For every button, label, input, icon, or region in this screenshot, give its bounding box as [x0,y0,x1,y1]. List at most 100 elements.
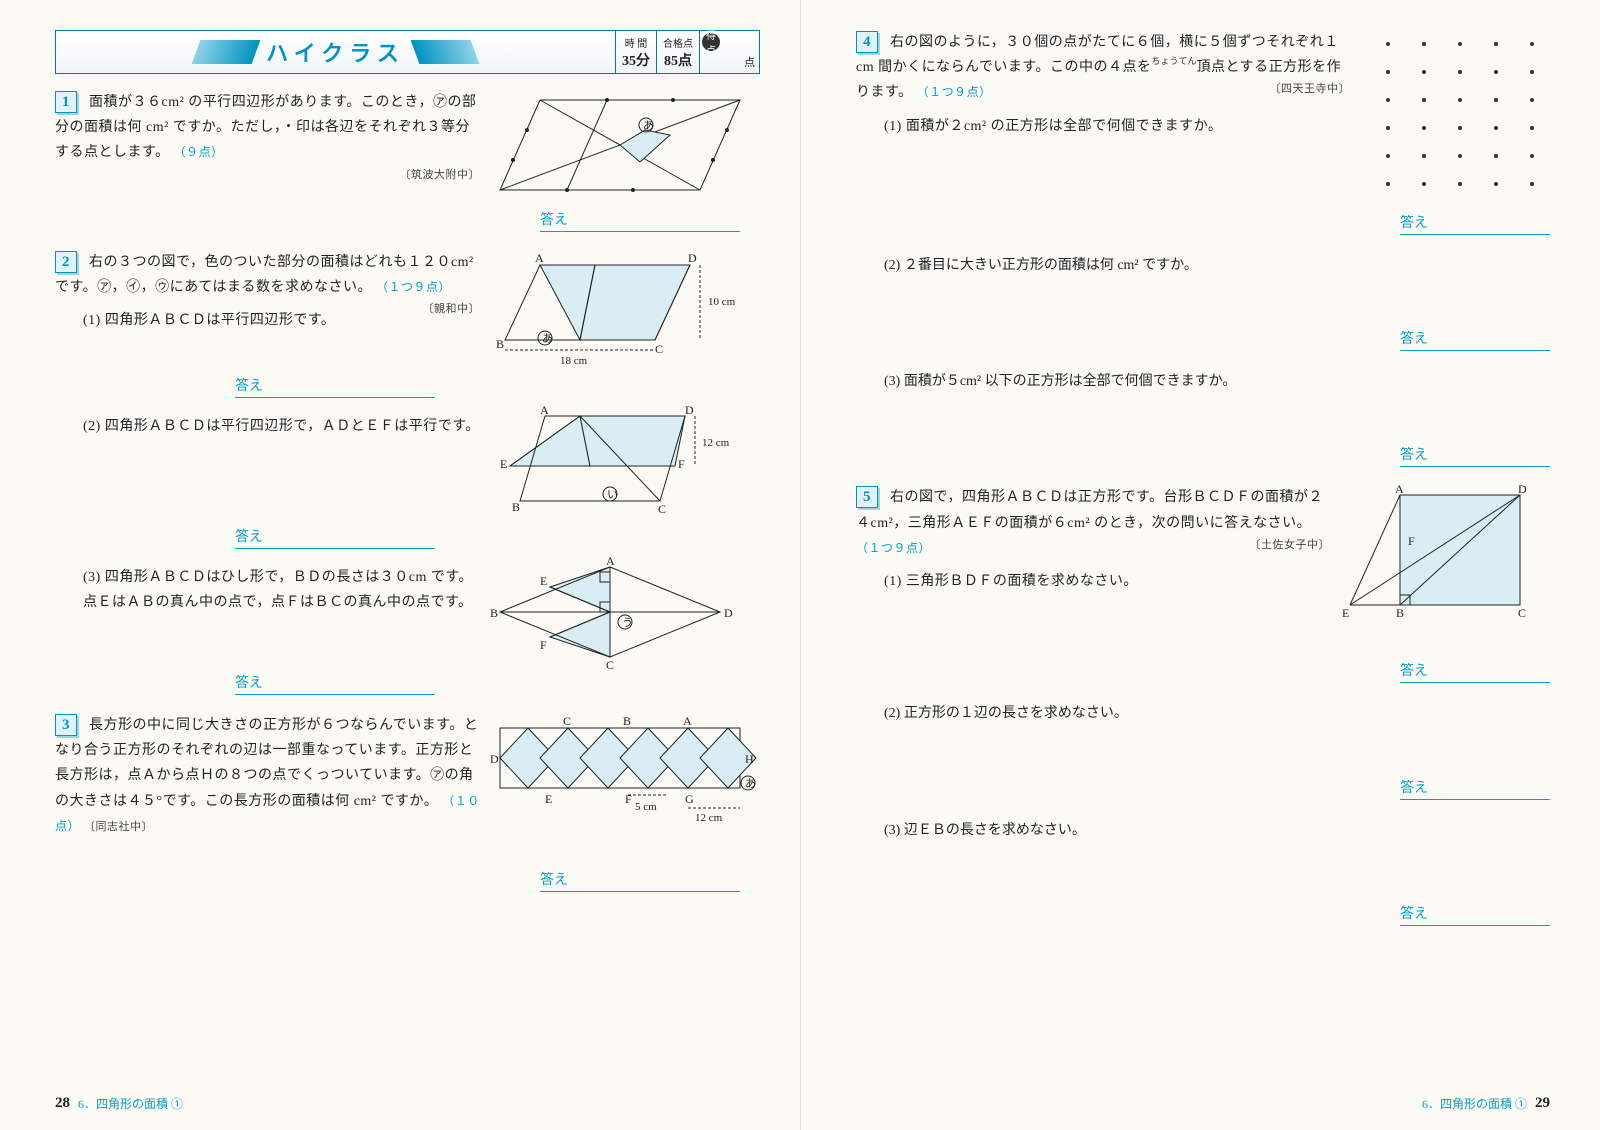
grid-dot [1494,42,1498,46]
problem-2-sub-1: (1) 四角形ＡＢＣＤは平行四辺形です。 [83,308,480,333]
problem-3-text: 3 長方形の中に同じ大きさの正方形が６つならんでいます。となり合う正方形のそれぞ… [55,713,480,839]
svg-text:D: D [724,606,733,620]
grid-dot [1458,98,1462,102]
grid-dot [1422,126,1426,130]
svg-text:12 cm: 12 cm [695,812,723,824]
grid-dot [1494,126,1498,130]
grid-dot [1386,42,1390,46]
page-number: 28 [55,1095,70,1112]
page-number: 29 [1535,1095,1550,1112]
svg-text:E: E [500,457,507,471]
svg-text:C: C [655,342,663,356]
problem-2-text: 2 右の３つの図で，色のついた部分の面積はどれも１２０cm² です。㋐，㋑，㋒に… [55,250,480,340]
grid-dot [1530,182,1534,186]
svg-text:E: E [540,574,547,588]
problem-3: 3 長方形の中に同じ大きさの正方形が６つならんでいます。となり合う正方形のそれぞ… [55,713,760,892]
svg-text:B: B [490,606,498,620]
svg-text:B: B [623,714,631,728]
time-value: 35分 [622,50,650,70]
grid-dot [1458,182,1462,186]
problem-2-figure-2: A D B C E F 12 cm い [490,406,760,526]
grid-dot [1422,154,1426,158]
time-label: 時 間 [622,35,650,50]
problem-badge: 4 [856,31,878,53]
score-unit: 点 [744,54,755,70]
problem-2: 2 右の３つの図で，色のついた部分の面積はどれも１２０cm² です。㋐，㋑，㋒に… [55,250,760,695]
grid-dot [1530,70,1534,74]
answer-line: 答え [1400,777,1550,800]
source: 〔土佐女子中〕 [1250,536,1331,556]
svg-text:う: う [622,616,633,629]
svg-text:B: B [512,500,520,514]
points: （１つ９点） [376,280,451,294]
svg-text:E: E [1342,606,1349,620]
source: 〔四天王寺中〕 [1270,80,1351,100]
svg-text:D: D [685,403,694,417]
svg-text:5 cm: 5 cm [635,801,657,813]
footer-right: 6．四角形の面積 ① 29 [1422,1095,1550,1112]
problem-badge: 3 [55,714,77,736]
problem-4-sub-2: (2) ２番目に大きい正方形の面積は何 cm² ですか。 [884,253,1550,278]
problem-badge: 1 [55,91,77,113]
svg-text:A: A [606,554,615,568]
svg-text:あ: あ [643,119,654,132]
footer-left: 28 6．四角形の面積 ① [55,1095,183,1112]
problem-5-text: 5 右の図で，四角形ＡＢＣＤは正方形です。台形ＢＣＤＦの面積が２４cm²，三角形… [856,485,1330,600]
svg-text:F: F [625,792,632,806]
grid-dot [1530,42,1534,46]
score-box: 時 間 35分 合格点 85点 得点 点 [615,31,759,73]
banner: ハイクラス 時 間 35分 合格点 85点 得点 点 [55,30,760,74]
svg-text:C: C [1518,606,1526,620]
svg-text:C: C [606,658,614,672]
grid-dot [1386,126,1390,130]
points: （９点） [174,145,224,159]
problem-2-sub-2: (2) 四角形ＡＢＣＤは平行四辺形で，ＡＤとＥＦは平行です。 [83,414,480,439]
source: 〔同志社中〕 [84,821,153,833]
score-cell: 得点 点 [699,31,759,73]
answer-line: 答え [1400,212,1550,235]
pass-cell: 合格点 85点 [656,31,699,73]
problem-2-figure-1: A D B C 10 cm 18 cm あ [490,250,760,375]
svg-text:あ: あ [745,777,756,790]
svg-text:E: E [545,792,552,806]
grid-dot [1386,98,1390,102]
svg-text:18 cm: 18 cm [560,355,588,367]
points: （１つ９点） [856,541,931,555]
answer-line: 答え [1400,444,1550,467]
svg-text:D: D [490,752,499,766]
pass-label: 合格点 [663,35,693,50]
answer-line: 答え [1400,660,1550,683]
answer-line: 答え [1400,328,1550,351]
answer-line: 答え [235,375,435,398]
svg-text:10 cm: 10 cm [708,296,736,308]
problem-2-figure-3: A B C D E F う [490,557,760,672]
grid-dot [1494,70,1498,74]
problem-4: 4 右の図のように，３０個の点がたてに６個，横に５個ずつそれぞれ１cm 間かくに… [856,30,1550,467]
svg-text:F: F [678,457,685,471]
grid-dot [1494,154,1498,158]
grid-dot [1494,98,1498,102]
grid-dot [1386,154,1390,158]
grid-dot [1422,182,1426,186]
grid-dot [1458,70,1462,74]
points: （１つ９点） [917,85,992,99]
score-label: 得点 [702,33,720,51]
svg-text:G: G [685,792,694,806]
right-page: 4 右の図のように，３０個の点がたてに６個，横に５個ずつそれぞれ１cm 間かくに… [800,0,1600,1130]
grid-dot [1458,126,1462,130]
svg-text:A: A [683,714,692,728]
svg-text:C: C [658,502,666,516]
svg-text:A: A [540,403,549,417]
answer-line: 答え [235,672,435,695]
answer-line: 答え [235,526,435,549]
problem-3-figure: C B A D H E F G 5 cm 12 cm あ [490,713,760,838]
svg-text:H: H [745,752,754,766]
grid-dot [1458,42,1462,46]
grid-dot [1422,70,1426,74]
banner-title: ハイクラス [56,36,615,68]
chapter-label: 6．四角形の面積 ① [78,1095,183,1112]
problem-1-figure: あ [490,90,760,205]
svg-text:A: A [535,251,544,265]
svg-text:D: D [1518,482,1527,496]
svg-text:D: D [688,251,697,265]
